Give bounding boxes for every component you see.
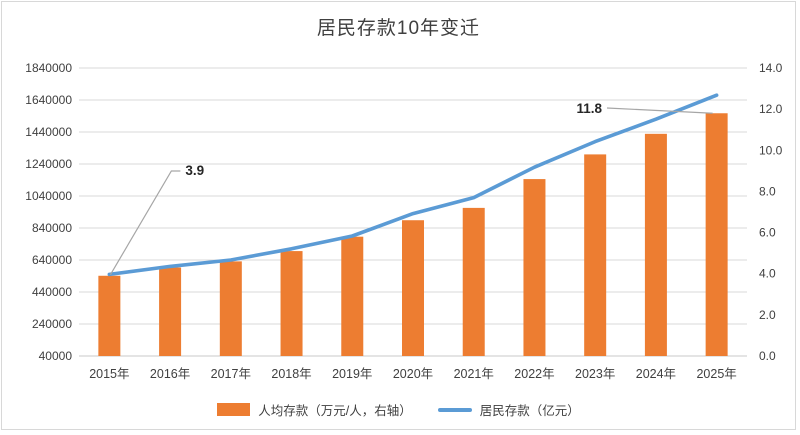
annotation-label-3-9: 3.9 bbox=[185, 163, 204, 178]
right-axis-tick-label: 10.0 bbox=[759, 143, 783, 157]
line-series-swatch-icon bbox=[437, 407, 472, 412]
right-axis-tick-label: 2.0 bbox=[759, 308, 776, 322]
right-axis-tick-label: 0.0 bbox=[759, 349, 776, 363]
bar-2021年 bbox=[462, 207, 485, 356]
x-axis-label: 2017年 bbox=[211, 367, 251, 381]
legend-label-per-capita: 人均存款（万元/人，右轴） bbox=[258, 404, 412, 418]
bar-2015年 bbox=[98, 275, 121, 356]
bar-2023年 bbox=[584, 154, 607, 356]
legend-item-per-capita-deposits: 人均存款（万元/人，右轴） bbox=[217, 400, 412, 419]
bar-2020年 bbox=[402, 220, 424, 356]
annotation-leader-3-9 bbox=[109, 170, 181, 276]
left-axis-tick-label: 1840000 bbox=[25, 61, 72, 75]
bar-2019年 bbox=[341, 236, 364, 356]
deposit-line bbox=[107, 93, 719, 277]
chart-title: 居民存款10年变迁 bbox=[316, 18, 481, 39]
chart-legend: 人均存款（万元/人，右轴） 居民存款（亿元） bbox=[2, 400, 795, 419]
x-axis-label: 2022年 bbox=[514, 367, 554, 381]
bar-2022年 bbox=[523, 179, 546, 356]
x-axis-label: 2024年 bbox=[636, 367, 676, 381]
legend-item-total-deposits: 居民存款（亿元） bbox=[437, 400, 580, 419]
right-axis-tick-label: 4.0 bbox=[759, 267, 776, 281]
x-axis-label: 2018年 bbox=[271, 367, 311, 381]
bar-2018年 bbox=[280, 251, 303, 356]
bar-2017年 bbox=[219, 261, 242, 356]
left-axis-tick-label: 1640000 bbox=[25, 93, 72, 107]
annotation-leader-11-8 bbox=[606, 107, 713, 114]
right-axis-tick-label: 6.0 bbox=[759, 226, 776, 240]
x-axis-label: 2015年 bbox=[89, 367, 129, 381]
x-axis-label: 2025年 bbox=[696, 367, 736, 381]
legend-label-total: 居民存款（亿元） bbox=[479, 404, 580, 418]
right-axis-tick-label: 8.0 bbox=[759, 184, 776, 198]
left-axis-tick-label: 640000 bbox=[32, 253, 72, 267]
left-axis-tick-label: 440000 bbox=[32, 285, 72, 299]
x-axis-label: 2023年 bbox=[575, 367, 615, 381]
combo-chart-plot: 1840000 1640000 1440000 1240000 1040000 84000… bbox=[25, 61, 783, 381]
bar-2025年 bbox=[705, 113, 728, 356]
left-axis-tick-label: 1040000 bbox=[25, 189, 72, 203]
left-axis-tick-label: 240000 bbox=[32, 317, 72, 331]
left-axis-tick-label: 1440000 bbox=[25, 125, 72, 139]
left-axis-tick-label: 40000 bbox=[39, 349, 73, 363]
annotation-label-11-8: 11.8 bbox=[576, 101, 602, 116]
x-axis-label: 2016年 bbox=[150, 367, 190, 381]
bar-2024年 bbox=[644, 133, 667, 356]
bar-2016年 bbox=[159, 267, 182, 356]
right-axis-tick-label: 14.0 bbox=[759, 61, 783, 75]
right-axis-tick-label: 12.0 bbox=[759, 102, 783, 116]
bar-series-swatch-icon bbox=[217, 403, 251, 416]
x-axis-label: 2020年 bbox=[393, 367, 433, 381]
x-axis-label: 2021年 bbox=[454, 367, 494, 381]
left-axis-tick-label: 840000 bbox=[32, 221, 72, 235]
x-axis-label: 2019年 bbox=[332, 367, 372, 381]
left-axis-tick-label: 1240000 bbox=[25, 157, 72, 171]
